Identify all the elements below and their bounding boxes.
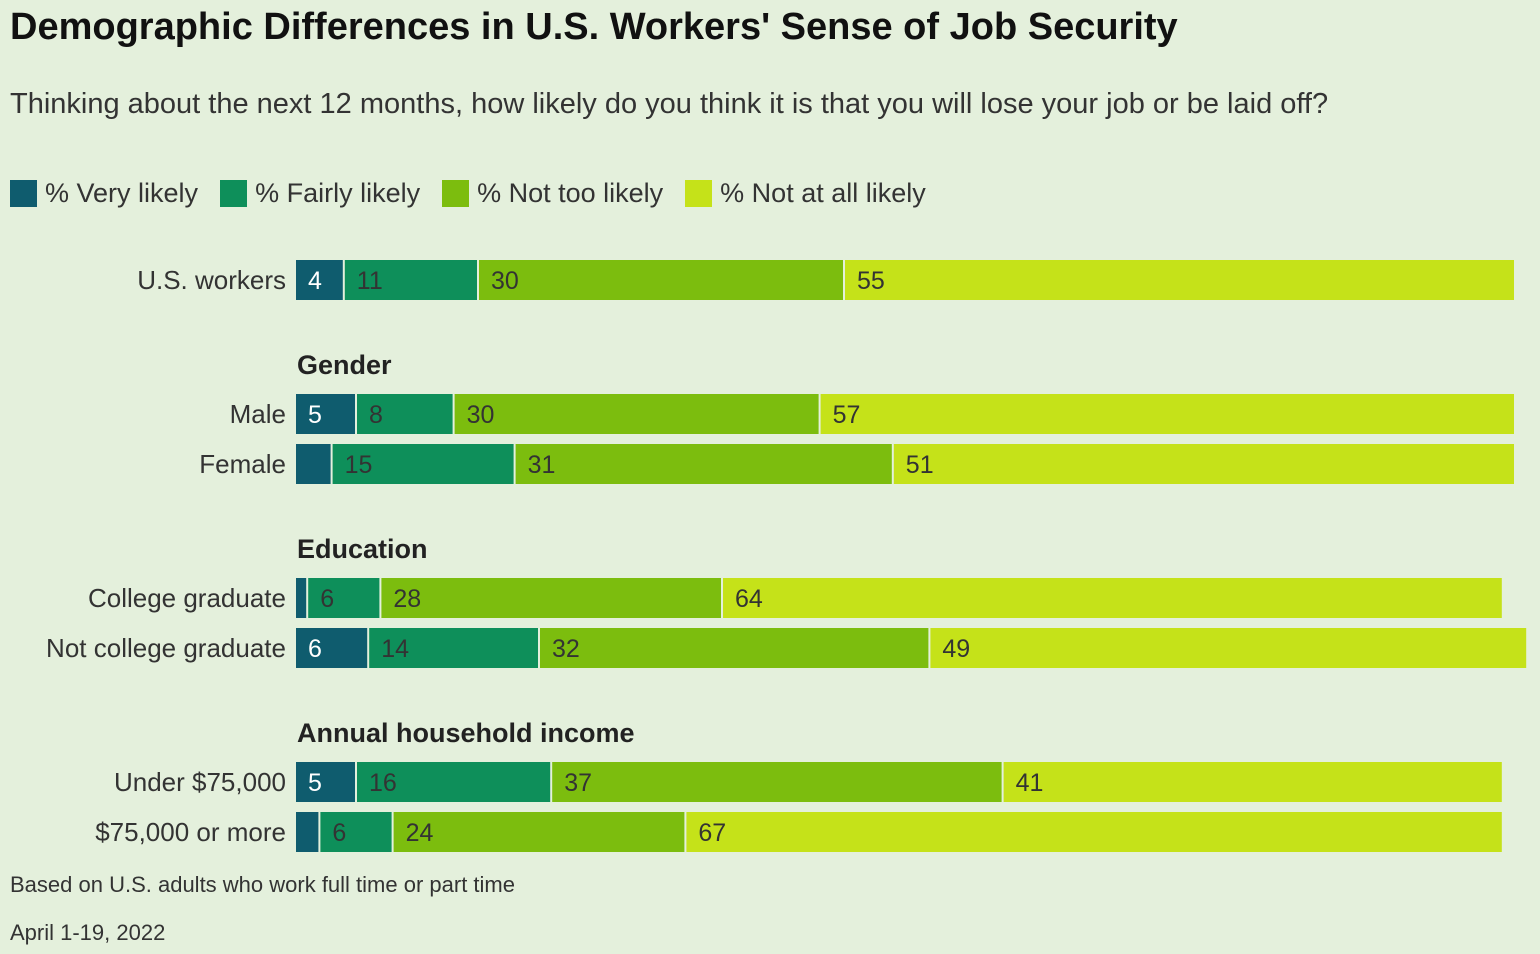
data-label: 4 xyxy=(308,267,322,295)
group-heading: Education xyxy=(297,534,428,564)
bar-segment xyxy=(552,762,1002,802)
row-label: $75,000 or more xyxy=(95,817,286,847)
data-label: 67 xyxy=(698,819,726,847)
bar-segment xyxy=(540,628,929,668)
legend-item-fairly-likely: % Fairly likely xyxy=(220,178,420,209)
row-label: Under $75,000 xyxy=(114,767,286,797)
chart-subtitle: Thinking about the next 12 months, how l… xyxy=(10,88,1329,120)
data-label: 30 xyxy=(491,267,519,295)
bar-segment xyxy=(357,762,551,802)
legend-swatch-not-at-all-likely xyxy=(685,180,713,207)
data-label: 5 xyxy=(308,401,322,429)
data-label: 8 xyxy=(369,401,383,429)
data-label: 6 xyxy=(320,585,334,613)
row-label: Female xyxy=(199,449,286,479)
bar-segment xyxy=(515,444,892,484)
data-label: 6 xyxy=(332,819,346,847)
row-label: College graduate xyxy=(88,583,286,613)
data-label: 32 xyxy=(552,635,580,663)
legend-item-not-too-likely: % Not too likely xyxy=(442,178,663,209)
bar-segment xyxy=(930,628,1527,668)
bar-segment xyxy=(723,578,1502,618)
data-label: 5 xyxy=(308,769,322,797)
legend: % Very likely % Fairly likely % Not too … xyxy=(10,178,926,209)
bar-segment xyxy=(369,628,538,668)
data-label: 51 xyxy=(906,451,934,479)
data-label: 41 xyxy=(1016,769,1044,797)
bar-segment xyxy=(1003,762,1502,802)
chart-title: Demographic Differences in U.S. Workers'… xyxy=(10,6,1178,48)
legend-item-not-at-all-likely: % Not at all likely xyxy=(685,178,926,209)
bar-segment xyxy=(357,394,453,434)
bar-segment xyxy=(845,260,1514,300)
data-label: 31 xyxy=(528,451,556,479)
row-label: Male xyxy=(230,399,286,429)
bar-segment xyxy=(296,762,355,802)
row-label: Not college graduate xyxy=(46,633,286,663)
bar-segment xyxy=(479,260,843,300)
data-label: 16 xyxy=(369,769,397,797)
data-label: 57 xyxy=(833,401,861,429)
data-label: 55 xyxy=(857,267,885,295)
bar-segment xyxy=(296,628,368,668)
bar-segment xyxy=(296,394,355,434)
bar-segment xyxy=(686,812,1502,852)
survey-date: April 1-19, 2022 xyxy=(10,920,166,945)
bar-segment xyxy=(381,578,721,618)
bar-segment xyxy=(454,394,819,434)
legend-label-not-at-all-likely: % Not at all likely xyxy=(720,178,926,208)
bar-segment xyxy=(308,578,380,618)
legend-swatch-not-too-likely xyxy=(442,180,470,207)
bar-segment xyxy=(344,260,477,300)
data-label: 28 xyxy=(393,585,421,613)
data-label: 24 xyxy=(406,819,434,847)
group-heading: Annual household income xyxy=(297,718,635,748)
legend-swatch-fairly-likely xyxy=(220,180,248,207)
bar-segment xyxy=(393,812,685,852)
bar-segment xyxy=(332,444,514,484)
footnote: Based on U.S. adults who work full time … xyxy=(10,872,515,897)
data-label: 11 xyxy=(357,267,383,295)
bar-segment xyxy=(296,444,331,484)
legend-label-fairly-likely: % Fairly likely xyxy=(255,178,421,208)
data-label: 14 xyxy=(381,635,409,663)
legend-swatch-very-likely xyxy=(10,180,37,207)
bar-segment xyxy=(820,394,1514,434)
group-heading: Gender xyxy=(297,350,392,380)
bar-segment xyxy=(893,444,1514,484)
bar-segment xyxy=(296,260,343,300)
legend-label-not-too-likely: % Not too likely xyxy=(477,178,664,208)
bar-segment xyxy=(320,812,392,852)
legend-label-very-likely: % Very likely xyxy=(45,178,199,208)
data-label: 49 xyxy=(942,635,970,663)
data-label: 30 xyxy=(467,401,495,429)
bar-segment xyxy=(296,578,307,618)
data-label: 15 xyxy=(345,451,373,479)
data-label: 6 xyxy=(308,635,322,663)
data-label: 64 xyxy=(735,585,763,613)
data-label: 37 xyxy=(564,769,592,797)
legend-item-very-likely: % Very likely xyxy=(10,178,198,209)
bar-segment xyxy=(296,812,319,852)
row-label: U.S. workers xyxy=(137,265,286,295)
